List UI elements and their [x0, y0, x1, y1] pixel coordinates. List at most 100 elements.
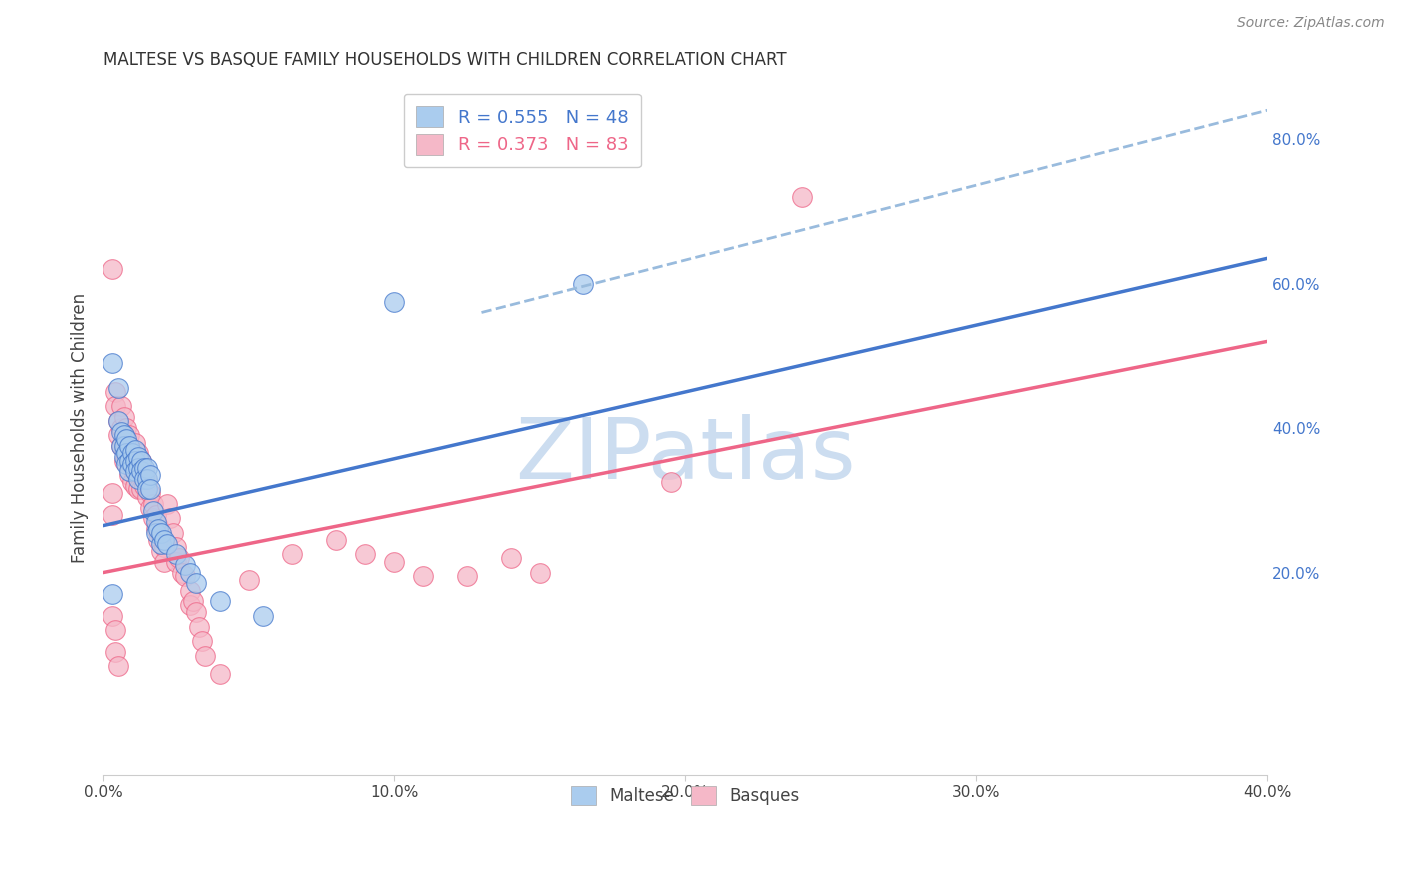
Point: [170, 566, 193, 580]
Point: [127, 472, 149, 486]
Point: [124, 442, 146, 457]
Point: [142, 504, 165, 518]
Point: [159, 511, 181, 525]
Point: [107, 659, 129, 673]
Point: [208, 666, 231, 681]
Point: [107, 428, 129, 442]
Point: [252, 608, 274, 623]
Point: [101, 486, 124, 500]
Point: [132, 465, 155, 479]
Point: [153, 555, 176, 569]
Point: [382, 555, 405, 569]
Point: [110, 400, 132, 414]
Point: [150, 525, 173, 540]
Point: [101, 608, 124, 623]
Point: [121, 450, 143, 464]
Point: [107, 381, 129, 395]
Point: [127, 457, 149, 471]
Point: [138, 468, 160, 483]
Point: [118, 465, 141, 479]
Point: [112, 453, 135, 467]
Point: [118, 468, 141, 483]
Point: [104, 624, 127, 638]
Point: [129, 453, 152, 467]
Point: [104, 384, 127, 399]
Point: [382, 294, 405, 309]
Point: [118, 453, 141, 467]
Point: [124, 453, 146, 467]
Point: [101, 262, 124, 277]
Point: [124, 465, 146, 479]
Point: [186, 605, 208, 619]
Point: [129, 483, 152, 497]
Point: [135, 472, 157, 486]
Point: [150, 529, 173, 543]
Point: [135, 490, 157, 504]
Point: [107, 414, 129, 428]
Point: [124, 465, 146, 479]
Point: [142, 497, 165, 511]
Point: [325, 533, 347, 547]
Point: [129, 453, 152, 467]
Point: [142, 511, 165, 525]
Point: [191, 634, 214, 648]
Point: [179, 583, 201, 598]
Point: [173, 569, 195, 583]
Point: [183, 594, 205, 608]
Point: [121, 460, 143, 475]
Point: [101, 508, 124, 522]
Point: [127, 483, 149, 497]
Point: [124, 479, 146, 493]
Point: [112, 428, 135, 442]
Point: [104, 645, 127, 659]
Point: [121, 475, 143, 490]
Point: [110, 425, 132, 439]
Point: [790, 190, 813, 204]
Point: [572, 277, 595, 291]
Point: [124, 435, 146, 450]
Point: [529, 566, 551, 580]
Point: [118, 442, 141, 457]
Point: [127, 468, 149, 483]
Point: [121, 442, 143, 457]
Point: [115, 432, 138, 446]
Point: [153, 541, 176, 555]
Point: [156, 497, 179, 511]
Point: [112, 439, 135, 453]
Point: [135, 483, 157, 497]
Point: [145, 515, 167, 529]
Point: [115, 457, 138, 471]
Point: [456, 569, 478, 583]
Point: [145, 522, 167, 536]
Point: [118, 453, 141, 467]
Point: [167, 551, 190, 566]
Point: [118, 439, 141, 453]
Point: [115, 450, 138, 464]
Point: [129, 468, 152, 483]
Point: [150, 544, 173, 558]
Point: [186, 576, 208, 591]
Point: [135, 460, 157, 475]
Point: [118, 428, 141, 442]
Point: [179, 566, 201, 580]
Point: [412, 569, 434, 583]
Point: [129, 465, 152, 479]
Point: [124, 450, 146, 464]
Point: [156, 536, 179, 550]
Point: [132, 460, 155, 475]
Point: [110, 421, 132, 435]
Point: [132, 479, 155, 493]
Point: [148, 518, 170, 533]
Point: [121, 446, 143, 460]
Point: [135, 475, 157, 490]
Point: [138, 483, 160, 497]
Point: [148, 533, 170, 547]
Point: [110, 439, 132, 453]
Point: [165, 548, 187, 562]
Text: MALTESE VS BASQUE FAMILY HOUSEHOLDS WITH CHILDREN CORRELATION CHART: MALTESE VS BASQUE FAMILY HOUSEHOLDS WITH…: [103, 51, 787, 69]
Point: [138, 486, 160, 500]
Point: [112, 450, 135, 464]
Point: [104, 400, 127, 414]
Point: [150, 536, 173, 550]
Point: [110, 439, 132, 453]
